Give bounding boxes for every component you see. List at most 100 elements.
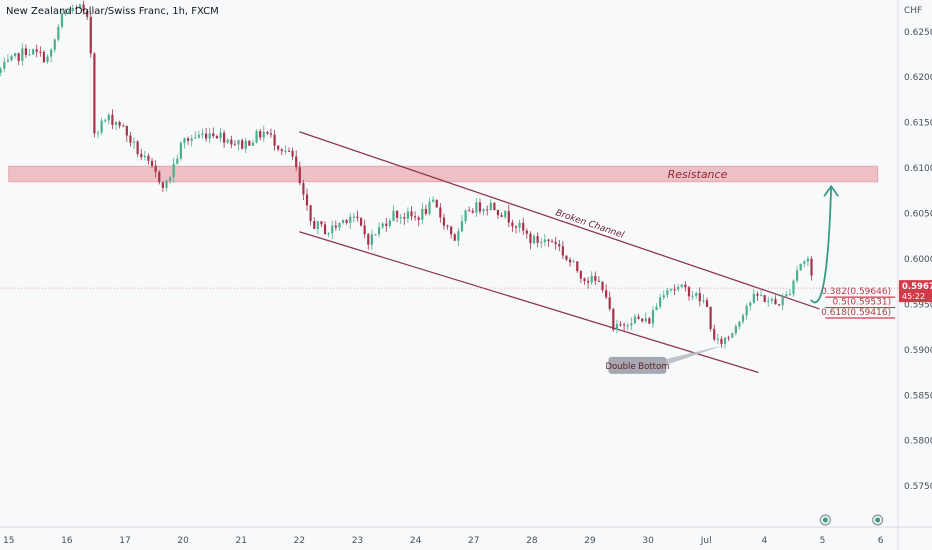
candle-body [158, 171, 161, 183]
candle-body [291, 150, 294, 157]
x-tick-label: Jul [700, 536, 712, 546]
candle-body [435, 199, 438, 208]
candle-body [320, 221, 323, 225]
candle-body [331, 225, 334, 234]
candle-body [46, 56, 49, 62]
event-marker-dot [822, 517, 828, 523]
x-tick-label: 21 [235, 536, 246, 546]
y-tick-label: 0.62000 [904, 73, 932, 83]
candle-body [345, 219, 348, 223]
candle-body [302, 183, 305, 195]
candle-body [410, 211, 413, 217]
candle-body [356, 216, 359, 218]
candle-body [150, 160, 154, 166]
candle-body [341, 219, 345, 223]
candle-body [50, 49, 53, 57]
candle-body [60, 13, 64, 27]
candle-body [457, 231, 460, 241]
candle-body [626, 325, 629, 327]
candle-body [78, 4, 82, 9]
candle-body [572, 261, 575, 263]
candle-body [655, 306, 658, 311]
candle-body [489, 202, 492, 210]
candle-body [179, 143, 182, 159]
candle-body [28, 54, 31, 56]
candle-body [785, 294, 788, 297]
candle-body [403, 217, 406, 219]
candle-body [777, 304, 781, 306]
candle-body [0, 68, 2, 73]
candle-body [590, 275, 593, 283]
candle-body [14, 53, 17, 56]
annotations: Double Bottom 0.382(0.59646)0.5(0.59531)0… [605, 184, 896, 374]
candle-body [154, 165, 157, 172]
candle-body [107, 114, 110, 121]
x-tick-label: 24 [410, 536, 422, 546]
candle-body [388, 220, 391, 226]
candle-body [208, 133, 211, 139]
candle-body [136, 141, 139, 154]
candle-body [637, 316, 640, 319]
fib-level-label: 0.5(0.59531) [833, 298, 892, 308]
candle-body [568, 259, 572, 263]
candle-body [230, 139, 233, 145]
candle-body [558, 244, 561, 247]
candle-body [612, 308, 615, 330]
x-tick-label: 27 [468, 536, 479, 546]
candle-body [140, 153, 143, 158]
candle-body [536, 236, 539, 243]
candle-body [316, 221, 319, 229]
candle-body [82, 4, 85, 11]
candle-body [93, 53, 96, 134]
candle-body [424, 208, 428, 214]
candle-body [197, 134, 200, 138]
candle-body [295, 156, 298, 168]
double-bottom-label: Double Bottom [605, 362, 669, 372]
candle-body [86, 10, 89, 17]
candle-body [442, 217, 446, 226]
current-price-value: 0.59679 [902, 282, 932, 292]
candle-body [759, 295, 763, 297]
candle-body [215, 136, 219, 139]
candle-body [705, 300, 709, 307]
candle-body [615, 324, 619, 330]
candle-body [205, 133, 208, 139]
candle-body [673, 289, 676, 291]
candle-body [507, 211, 510, 223]
candle-body [32, 49, 35, 55]
candle-body [305, 194, 309, 206]
candle-body [453, 234, 456, 241]
candle-body [698, 293, 701, 302]
candle-body [277, 145, 280, 150]
candle-body [561, 246, 564, 256]
candle-body [190, 138, 193, 141]
candle-body [781, 296, 784, 306]
candle-body [666, 290, 669, 296]
candle-body [385, 223, 388, 226]
candle-body [464, 210, 467, 222]
candle-body [414, 216, 417, 218]
y-tick-label: 0.60000 [904, 255, 932, 265]
chart-title: New Zealand Dollar/Swiss Franc, 1h, FXCM [6, 6, 219, 17]
candle-body [233, 144, 237, 146]
candle-body [323, 224, 327, 235]
candle-body [439, 207, 442, 218]
candle-body [565, 255, 568, 260]
candle-body [550, 241, 554, 243]
candle-body [334, 225, 337, 228]
candle-body [680, 284, 683, 287]
candle-body [514, 226, 518, 228]
projection-arrow [810, 186, 833, 304]
candle-body [35, 49, 38, 52]
x-tick-label: 22 [294, 536, 305, 546]
candle-body [57, 26, 60, 40]
candle-body [248, 140, 251, 146]
x-tick-label: 15 [3, 536, 14, 546]
candle-body [504, 211, 507, 217]
y-tick-label: 0.58000 [904, 437, 932, 447]
candle-body [349, 216, 352, 223]
candle-body [309, 205, 312, 221]
